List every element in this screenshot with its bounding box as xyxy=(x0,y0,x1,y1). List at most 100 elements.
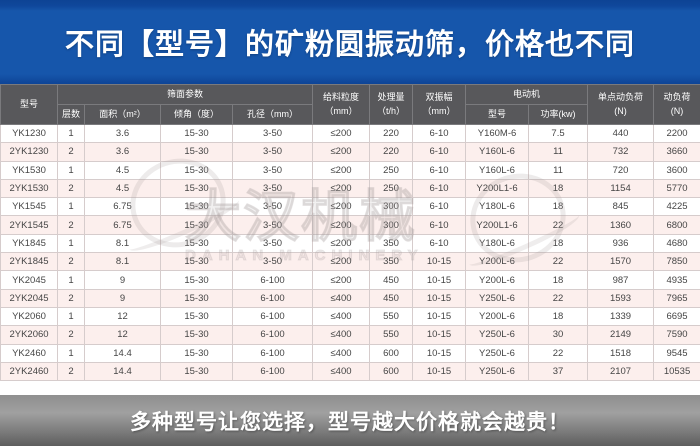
cell-angle: 15-30 xyxy=(160,252,233,272)
cell-amplitude: 6-10 xyxy=(412,233,467,254)
cell-angle: 15-30 xyxy=(160,197,233,217)
cell-area: 4.5 xyxy=(84,178,161,199)
cell-capacity: 450 xyxy=(369,270,414,290)
cell-motor-power: 22 xyxy=(528,288,589,308)
cell-model: YK2045 xyxy=(0,270,58,290)
cell-motor-model: Y160L-6 xyxy=(465,142,530,162)
cell-amplitude: 6-10 xyxy=(412,215,467,235)
cell-capacity: 350 xyxy=(369,233,414,254)
cell-layers: 1 xyxy=(57,306,85,327)
cell-dynamic-load: 4225 xyxy=(653,197,700,217)
cell-feed-size: ≤200 xyxy=(312,215,371,235)
cell-model: YK1545 xyxy=(0,197,58,217)
cell-single-point-load: 732 xyxy=(587,142,655,162)
cell-motor-power: 18 xyxy=(528,178,589,199)
cell-area: 9 xyxy=(84,270,161,290)
cell-layers: 1 xyxy=(57,123,85,144)
table-body: YK1230 1 3.6 15-30 3-50 ≤200 220 6-10 Y160M-6 7.5… xyxy=(0,123,700,382)
cell-feed-size: ≤200 xyxy=(312,270,371,290)
cell-single-point-load: 1154 xyxy=(587,178,655,199)
cell-dynamic-load: 2200 xyxy=(653,123,700,144)
cell-motor-power: 37 xyxy=(528,361,589,382)
table-row: 2YK2045 2 9 15-30 6-100 ≤400 450 10-15 Y250L-6 22… xyxy=(0,288,700,308)
cell-motor-power: 22 xyxy=(528,215,589,235)
cell-single-point-load: 845 xyxy=(587,197,655,217)
cell-area: 12 xyxy=(84,325,161,345)
cell-model: 2YK1530 xyxy=(0,178,58,199)
footer-slogan: 多种型号让您选择，型号越大价格就会越贵！ xyxy=(130,410,570,434)
col-header-aperture: 孔径（mm） xyxy=(231,104,314,125)
cell-layers: 2 xyxy=(57,178,85,199)
spec-table-wrap: 大汉机械 DAHAN MACHINERY 型号 筛面参数 给料粒度 （mm） 处… xyxy=(0,84,700,395)
table-row: 2YK2460 2 14.4 15-30 6-100 ≤400 600 10-15 Y250L-… xyxy=(0,361,700,382)
cell-model: YK2460 xyxy=(0,343,58,363)
cell-feed-size: ≤200 xyxy=(312,252,371,272)
table-row: YK2060 1 12 15-30 6-100 ≤400 550 10-15 Y200L-6 18… xyxy=(0,306,700,327)
cell-amplitude: 6-10 xyxy=(412,142,467,162)
cell-aperture: 6-100 xyxy=(231,306,314,327)
cell-model: 2YK2060 xyxy=(0,325,58,345)
cell-capacity: 350 xyxy=(369,252,414,272)
cell-dynamic-load: 6695 xyxy=(653,306,700,327)
cell-motor-power: 18 xyxy=(528,270,589,290)
cell-area: 12 xyxy=(84,306,161,327)
cell-single-point-load: 720 xyxy=(587,160,655,180)
spec-table: 型号 筛面参数 给料粒度 （mm） 处理量 （t/h） 双振幅 （mm） 电动机… xyxy=(0,84,700,382)
cell-feed-size: ≤200 xyxy=(312,197,371,217)
cell-amplitude: 10-15 xyxy=(412,361,467,382)
cell-model: 2YK1545 xyxy=(0,215,58,235)
cell-angle: 15-30 xyxy=(160,270,233,290)
table-row: 2YK1230 2 3.6 15-30 3-50 ≤200 220 6-10 Y160L-6 11… xyxy=(0,142,700,162)
table-row: 2YK1530 2 4.5 15-30 3-50 ≤200 250 6-10 Y200L1-6 1… xyxy=(0,178,700,199)
cell-capacity: 600 xyxy=(369,361,414,382)
col-header-capacity: 处理量 （t/h） xyxy=(369,84,414,125)
cell-motor-power: 22 xyxy=(528,252,589,272)
cell-dynamic-load: 10535 xyxy=(653,361,700,382)
cell-amplitude: 6-10 xyxy=(412,123,467,144)
cell-layers: 1 xyxy=(57,343,85,363)
table-row: 2YK1545 2 6.75 15-30 3-50 ≤200 300 6-10 Y200L1-6… xyxy=(0,215,700,235)
cell-dynamic-load: 5770 xyxy=(653,178,700,199)
cell-dynamic-load: 7965 xyxy=(653,288,700,308)
cell-layers: 2 xyxy=(57,325,85,345)
cell-amplitude: 10-15 xyxy=(412,325,467,345)
cell-area: 4.5 xyxy=(84,160,161,180)
col-header-angle: 倾角（度） xyxy=(160,104,233,125)
cell-angle: 15-30 xyxy=(160,142,233,162)
cell-feed-size: ≤400 xyxy=(312,325,371,345)
cell-motor-model: Y200L1-6 xyxy=(465,215,530,235)
cell-aperture: 6-100 xyxy=(231,343,314,363)
cell-feed-size: ≤400 xyxy=(312,306,371,327)
cell-layers: 2 xyxy=(57,215,85,235)
cell-layers: 1 xyxy=(57,160,85,180)
cell-amplitude: 6-10 xyxy=(412,197,467,217)
cell-layers: 1 xyxy=(57,197,85,217)
cell-layers: 2 xyxy=(57,142,85,162)
cell-amplitude: 10-15 xyxy=(412,270,467,290)
table-row: 2YK2060 2 12 15-30 6-100 ≤400 550 10-15 Y250L-6 3… xyxy=(0,325,700,345)
col-header-amplitude: 双振幅 （mm） xyxy=(412,84,467,125)
cell-model: 2YK1845 xyxy=(0,252,58,272)
col-header-motor-power: 功率(kw) xyxy=(528,104,589,125)
cell-motor-model: Y200L-6 xyxy=(465,306,530,327)
cell-area: 6.75 xyxy=(84,197,161,217)
cell-motor-model: Y180L-6 xyxy=(465,233,530,254)
cell-capacity: 300 xyxy=(369,197,414,217)
cell-angle: 15-30 xyxy=(160,160,233,180)
col-header-layers: 层数 xyxy=(57,104,85,125)
cell-capacity: 450 xyxy=(369,288,414,308)
cell-capacity: 220 xyxy=(369,142,414,162)
cell-model: YK1845 xyxy=(0,233,58,254)
cell-capacity: 300 xyxy=(369,215,414,235)
cell-layers: 2 xyxy=(57,288,85,308)
cell-motor-model: Y180L-6 xyxy=(465,197,530,217)
cell-motor-model: Y250L-6 xyxy=(465,361,530,382)
cell-motor-power: 30 xyxy=(528,325,589,345)
cell-motor-power: 7.5 xyxy=(528,123,589,144)
col-header-area: 面积（m²） xyxy=(84,104,161,125)
cell-angle: 15-30 xyxy=(160,178,233,199)
cell-amplitude: 10-15 xyxy=(412,343,467,363)
cell-area: 14.4 xyxy=(84,361,161,382)
cell-aperture: 3-50 xyxy=(231,160,314,180)
cell-angle: 15-30 xyxy=(160,361,233,382)
